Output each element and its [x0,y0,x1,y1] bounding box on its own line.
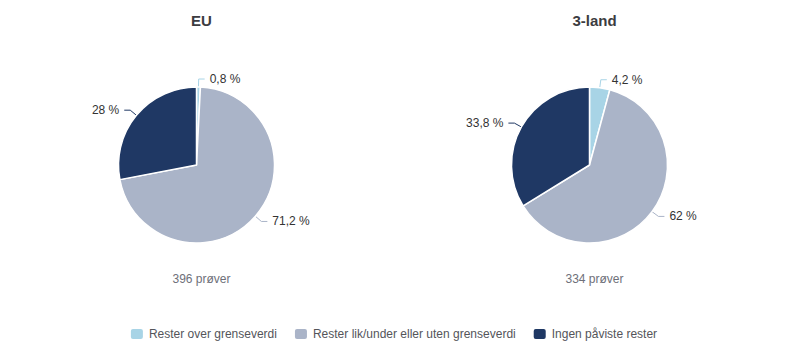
svg-text:28 %: 28 % [92,103,120,117]
svg-text:71,2 %: 71,2 % [272,214,310,228]
svg-text:0,8 %: 0,8 % [210,72,241,86]
svg-text:3-land: 3-land [572,12,616,29]
svg-text:Rester lik/under eller uten gr: Rester lik/under eller uten grenseverdi [313,327,516,341]
svg-text:334 prøver: 334 prøver [565,272,623,286]
svg-text:62 %: 62 % [669,209,697,223]
svg-text:EU: EU [191,12,212,29]
svg-text:Rester over grenseverdi: Rester over grenseverdi [149,327,277,341]
svg-text:33,8 %: 33,8 % [466,116,504,130]
svg-text:4,2 %: 4,2 % [612,73,643,87]
svg-text:396 prøver: 396 prøver [172,272,230,286]
svg-text:Ingen påviste rester: Ingen påviste rester [552,327,657,341]
